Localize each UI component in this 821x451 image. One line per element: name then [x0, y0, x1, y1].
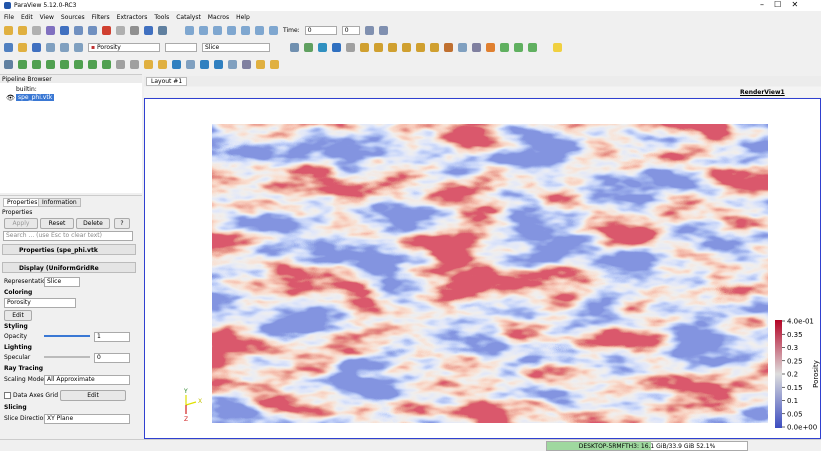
render-overlay: 4.0e-010.350.30.250.20.150.10.050.0e+00 … [0, 0, 821, 450]
legend-label: 0.1 [787, 397, 798, 405]
legend-label: 0.0e+00 [787, 424, 817, 432]
legend-label: 0.2 [787, 371, 798, 379]
axis-x [186, 402, 196, 405]
color-bar [775, 320, 782, 428]
axis-label: Y [183, 388, 188, 395]
axis-label: Z [184, 416, 188, 423]
legend-label: 0.05 [787, 410, 803, 418]
legend-label: 0.3 [787, 344, 798, 352]
porosity-slice [212, 124, 768, 423]
legend-label: 0.25 [787, 357, 803, 365]
legend-label: 0.35 [787, 331, 803, 339]
legend-title: Porosity [812, 360, 820, 388]
axis-label: X [198, 398, 202, 405]
legend-label: 4.0e-01 [787, 318, 814, 326]
memory-text: DESKTOP-5RMFTH3: 16.1 GiB/33.9 GiB 52.1% [547, 443, 747, 450]
paraview-window: ParaView 5.12.0-RC3 – ☐ ✕ FileEditViewSo… [0, 0, 821, 450]
status-bar: DESKTOP-5RMFTH3: 16.1 GiB/33.9 GiB 52.1% [0, 439, 821, 451]
legend-label: 0.15 [787, 384, 803, 392]
